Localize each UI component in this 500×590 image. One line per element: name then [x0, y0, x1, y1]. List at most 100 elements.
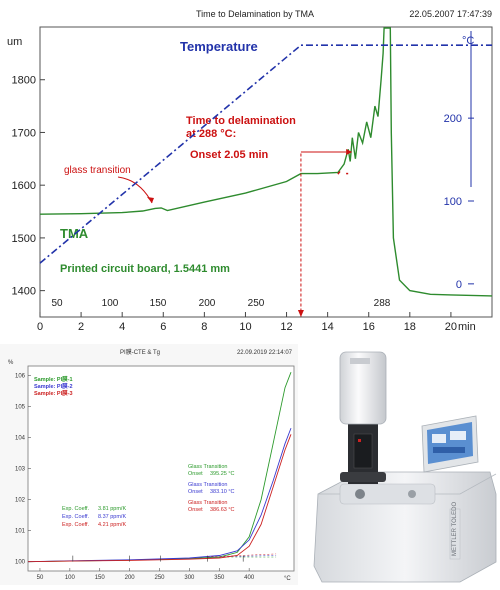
temp-tick-label: 50 [51, 298, 63, 309]
gt-onset-label: Onset [188, 489, 203, 495]
tma-x-unit: min [458, 321, 476, 333]
cte-plot-frame [27, 365, 295, 572]
tma-plot-frame [39, 26, 493, 318]
y-tick-label: 1500 [12, 233, 36, 245]
gt-onset-value: 386.63 °C [210, 507, 235, 513]
instrument-illustration: METTLER TOLEDO [313, 351, 497, 583]
onset-bottom-arrowhead [297, 310, 304, 317]
x-tick-label: 12 [280, 321, 292, 333]
x-tick-label: 350 [214, 575, 225, 581]
tma-instrument-photo: METTLER TOLEDO [300, 344, 500, 585]
onset-tick [337, 171, 341, 175]
x-tick-label: 6 [160, 321, 166, 333]
x-tick-label: 14 [322, 321, 334, 333]
y-tick-label: 105 [15, 404, 26, 410]
x-tick-label: 400 [244, 575, 255, 581]
x-tick-label: 0 [37, 321, 43, 333]
screen-tile [450, 431, 466, 440]
exp-coeff-label: Exp. Coeff. [62, 514, 90, 520]
temp-tick-label: 100 [102, 298, 119, 309]
screen-tile [432, 434, 446, 443]
gt-onset-value: 395.25 °C [210, 471, 235, 477]
x-tick-label: 10 [239, 321, 251, 333]
y-tick-label: 1800 [12, 75, 36, 87]
sample-tray [339, 483, 436, 505]
tma-chart-svg: Time to Delamination by TMA 22.05.2007 1… [7, 9, 493, 333]
x-tick-label: 4 [119, 321, 125, 333]
cte-tangent-2 [207, 555, 277, 558]
onset-label: Onset 2.05 min [190, 149, 269, 161]
temperature-series-line [39, 44, 492, 264]
y-tick-label: 106 [15, 373, 26, 379]
y-tick-label: 100 [15, 560, 26, 566]
y-tick-label: 101 [15, 529, 26, 535]
exp-coeff-value: 4.21 ppm/K [98, 522, 126, 528]
temp-tick-label: 200 [199, 298, 216, 309]
cte-tangent-3 [207, 553, 277, 558]
legend-entry: Sample: PI膜-2 [34, 382, 73, 390]
y-tick-label: 104 [15, 435, 26, 441]
onset-arrowhead [346, 148, 353, 155]
tray-knob [408, 490, 416, 498]
y-tick-label: 102 [15, 498, 26, 504]
x-tick-label: 2 [78, 321, 84, 333]
temperature-label: Temperature [180, 39, 258, 54]
furnace-led [358, 439, 361, 442]
y-tick-label: 1700 [12, 127, 36, 139]
glass-transition-label: glass transition [64, 165, 131, 176]
tma-series-line [39, 27, 493, 297]
legend-entry: Sample: PI膜-1 [34, 375, 73, 383]
x-tick-label: 100 [65, 575, 76, 581]
cte-x-unit: °C [284, 576, 291, 582]
brand-logo: METTLER TOLEDO [452, 502, 458, 556]
x-tick-label: 250 [154, 575, 165, 581]
x-tick-label: 16 [363, 321, 375, 333]
y2-tick-label: 200 [444, 113, 462, 125]
temp-tick-label: 150 [150, 298, 167, 309]
tma-chart-timestamp: 22.05.2007 17:47:39 [409, 9, 492, 19]
gt-title: Glass Transition [188, 500, 227, 506]
cte-chart-svg: PI膜-CTE & Tg 22.09.2019 22:14:07 % °C Sa… [0, 344, 298, 585]
delamination-label-line1: Time to delamination [186, 115, 296, 127]
x-tick-label: 150 [95, 575, 106, 581]
x-tick-label: 8 [201, 321, 207, 333]
temp-tick-label: 288 [374, 298, 391, 309]
legend-entry: Sample: PI膜-3 [34, 389, 73, 397]
x-tick-label: 50 [37, 575, 44, 581]
temperature-axis-ticks: 50 100 150 200 250 288 [51, 298, 390, 309]
measuring-head [339, 351, 387, 425]
side-panel [449, 508, 461, 560]
glass-transition-annotations: Glass Transition Onset 395.25 °C Glass T… [188, 464, 235, 513]
cte-y-unit: % [8, 360, 14, 366]
gt-onset-label: Onset [188, 507, 203, 513]
tma-chart-panel: Time to Delamination by TMA 22.05.2007 1… [7, 9, 493, 333]
tma-chart-title: Time to Delamination by TMA [196, 9, 314, 19]
gt-title: Glass Transition [188, 482, 227, 488]
x-tick-label: 20 [445, 321, 457, 333]
tray-knob [355, 489, 365, 499]
gt-onset-value: 383.10 °C [210, 489, 235, 495]
x-tick-label: 18 [404, 321, 416, 333]
furnace-clamp [340, 472, 386, 482]
exp-coeff-label: Exp. Coeff. [62, 506, 90, 512]
x-tick-label: 300 [184, 575, 195, 581]
tma-left-unit: um [7, 36, 22, 48]
x-tick-label: 200 [125, 575, 136, 581]
cte-chart-marks: 100 101 102 103 104 105 106 50 100 150 200 250 300 35… [15, 372, 292, 581]
temp-tick-label: 250 [248, 298, 265, 309]
gt-onset-label: Onset [188, 471, 203, 477]
tma-chart-marks: 1400 1500 1600 1700 1800 0 100 200 0 2 4 6 8 10 12 14 16… [12, 27, 493, 333]
gt-title: Glass Transition [188, 464, 227, 470]
exp-coeff-value: 3.81 ppm/K [98, 506, 126, 512]
y2-tick-label: 100 [444, 196, 462, 208]
screen-bar [433, 447, 465, 453]
y-tick-label: 1600 [12, 180, 36, 192]
cte-legend: Sample: PI膜-1 Sample: PI膜-2 Sample: PI膜-… [34, 375, 73, 397]
y-tick-label: 1400 [12, 286, 36, 298]
exp-coeff-label: Exp. Coeff. [62, 522, 90, 528]
cte-chart-title: PI膜-CTE & Tg [120, 348, 160, 356]
furnace-window [353, 433, 373, 469]
cte-chart-timestamp: 22.09.2019 22:14:07 [237, 350, 293, 356]
glass-transition-arrowhead [147, 197, 154, 203]
cte-series-line-2 [27, 427, 292, 563]
